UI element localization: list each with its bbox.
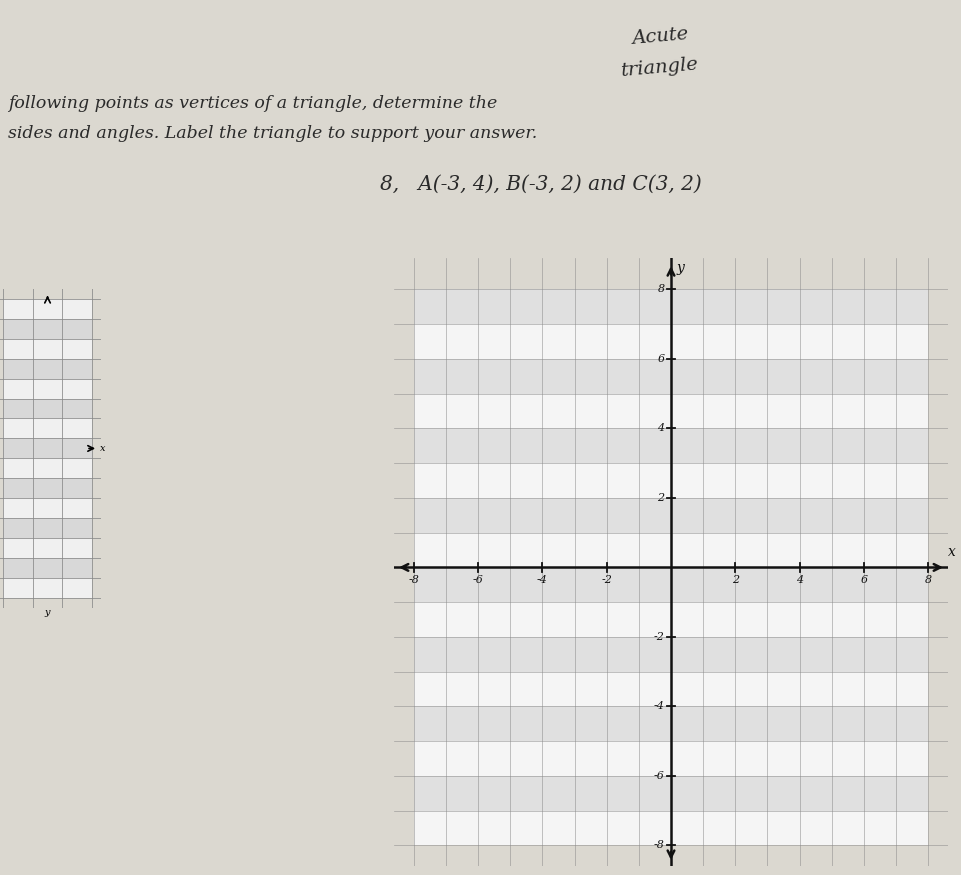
Bar [413, 394, 927, 429]
Text: 6: 6 [656, 354, 664, 364]
Text: -4: -4 [536, 575, 547, 585]
Bar [3, 339, 92, 359]
Text: x: x [947, 545, 954, 559]
Bar [3, 558, 92, 578]
Text: 8,   A(-3, 4), B(-3, 2) and C(3, 2): 8, A(-3, 4), B(-3, 2) and C(3, 2) [380, 175, 701, 194]
Text: -6: -6 [472, 575, 483, 585]
Bar [413, 810, 927, 845]
Text: -8: -8 [407, 575, 419, 585]
Text: 6: 6 [859, 575, 867, 585]
Bar [3, 359, 92, 379]
Text: -2: -2 [601, 575, 611, 585]
Bar [3, 479, 92, 499]
Bar [3, 499, 92, 518]
Text: y: y [677, 261, 684, 275]
Bar [413, 429, 927, 463]
Bar [3, 438, 92, 458]
Bar [413, 533, 927, 567]
Text: 2: 2 [656, 493, 664, 503]
Bar [413, 672, 927, 706]
Bar [3, 379, 92, 398]
Bar [413, 498, 927, 533]
Bar [413, 463, 927, 498]
Bar [413, 359, 927, 394]
Bar [3, 298, 92, 318]
Bar [3, 458, 92, 479]
Bar [413, 706, 927, 741]
Text: -6: -6 [653, 771, 664, 780]
Text: x: x [99, 444, 105, 453]
Bar [413, 290, 927, 324]
Bar [413, 637, 927, 672]
Text: y: y [45, 608, 50, 617]
Text: 8: 8 [656, 284, 664, 294]
Bar [413, 567, 927, 602]
Text: following points as vertices of a triangle, determine the: following points as vertices of a triang… [8, 95, 497, 112]
Text: -4: -4 [653, 702, 664, 711]
Text: Acute: Acute [630, 25, 688, 48]
Bar [3, 318, 92, 339]
Bar [3, 398, 92, 418]
Text: sides and angles. Label the triangle to support your answer.: sides and angles. Label the triangle to … [8, 125, 536, 142]
Bar [3, 418, 92, 438]
Text: 2: 2 [731, 575, 738, 585]
Bar [3, 538, 92, 558]
Text: 4: 4 [796, 575, 802, 585]
Bar [413, 776, 927, 810]
Bar [3, 518, 92, 538]
Text: 4: 4 [656, 424, 664, 433]
Bar [413, 741, 927, 776]
Bar [413, 324, 927, 359]
Bar [413, 602, 927, 637]
Text: 8: 8 [924, 575, 931, 585]
Text: -2: -2 [653, 632, 664, 642]
Text: triangle: triangle [620, 55, 699, 80]
Text: -8: -8 [653, 840, 664, 850]
Bar [3, 578, 92, 598]
